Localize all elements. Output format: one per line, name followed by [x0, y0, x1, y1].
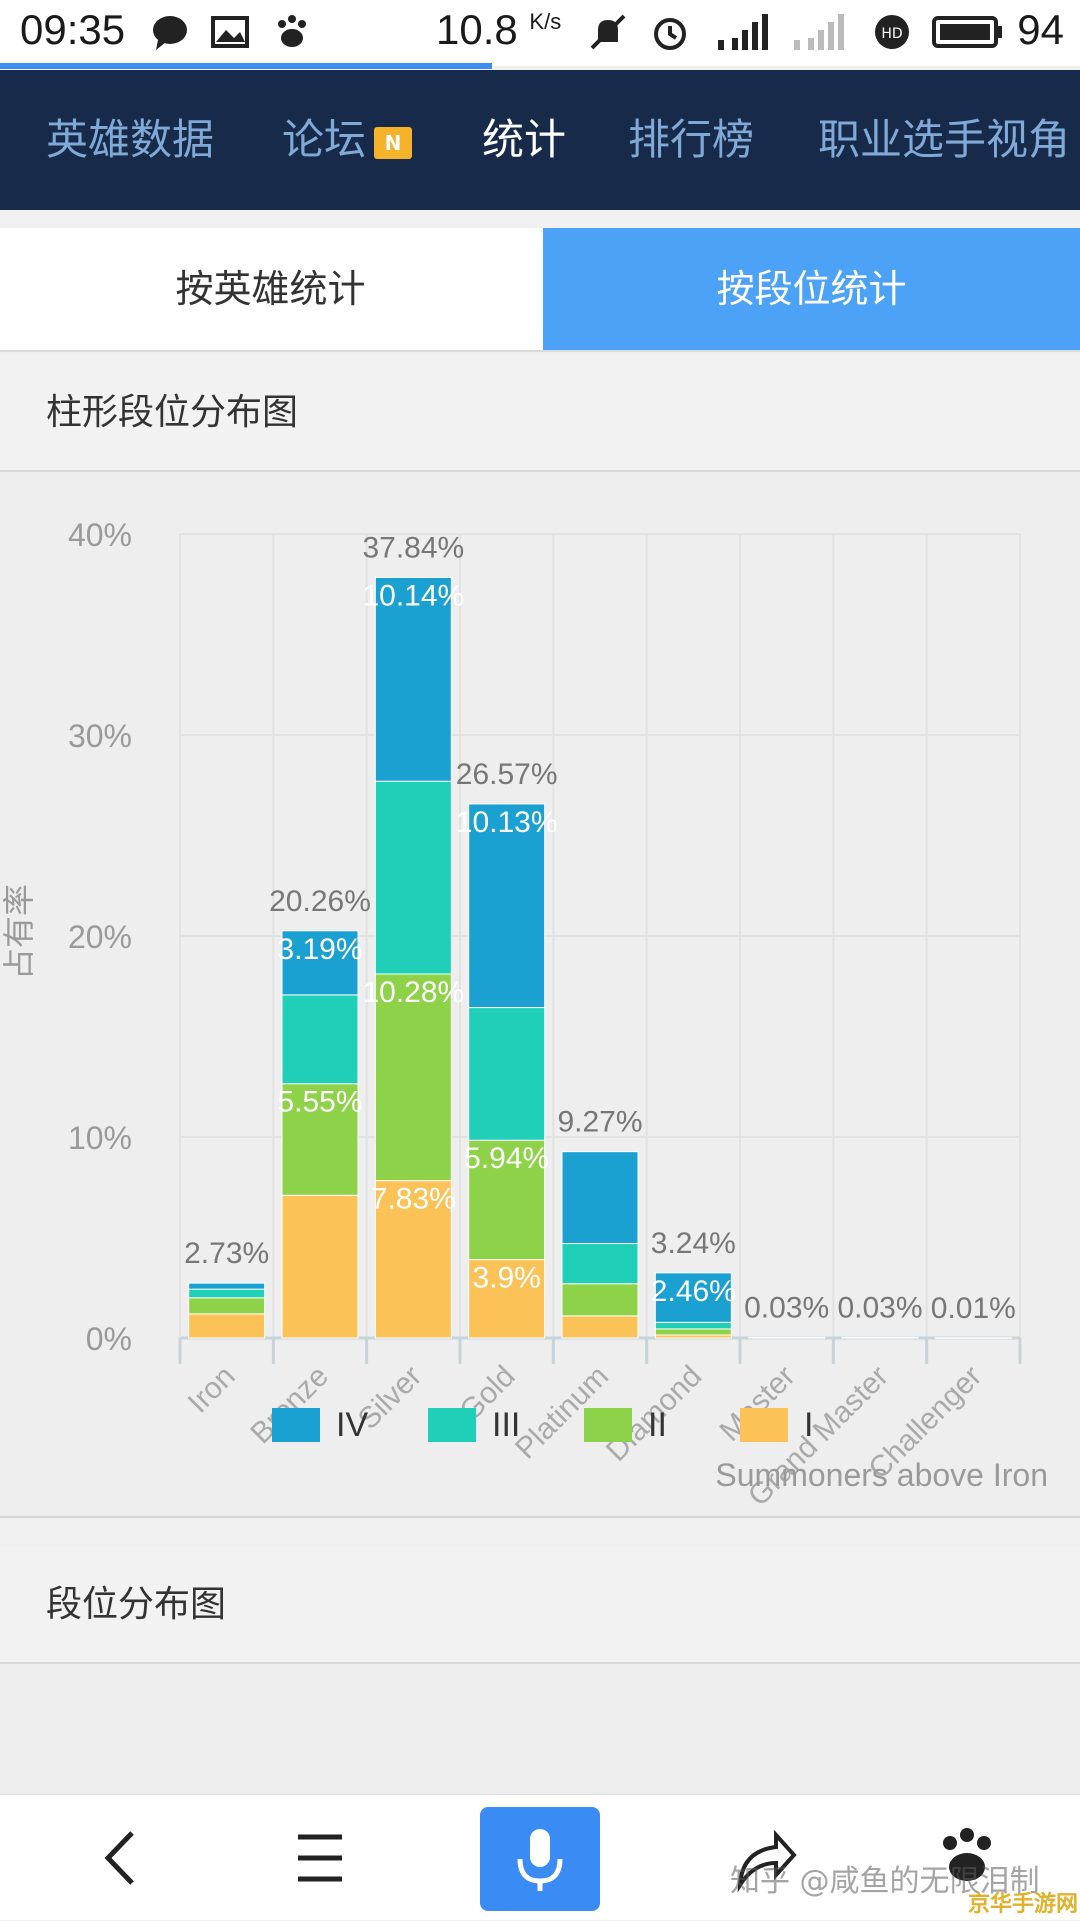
legend-swatch-I: [740, 1408, 788, 1442]
bar-segment-III: [654, 1321, 732, 1330]
bar-segment-II: [468, 1139, 546, 1261]
message-icon: [153, 16, 187, 50]
tab-by-hero[interactable]: 按英雄统计: [0, 228, 541, 350]
nav-tab-pro-view[interactable]: 职业选手视角: [818, 115, 1071, 164]
segment-value-label: 5.94%: [464, 1142, 549, 1175]
legend-label: IV: [336, 1406, 368, 1444]
nav-tab-leaderboard[interactable]: 排行榜: [628, 115, 755, 164]
bar-segment-IV: [934, 1337, 1012, 1339]
total-value-label: 26.57%: [456, 758, 558, 791]
y-tick-label: 10%: [68, 1120, 132, 1156]
legend-swatch-II: [584, 1408, 632, 1442]
bar-chart-title: 柱形段位分布图: [0, 354, 1080, 472]
image-icon: [211, 16, 249, 48]
rank-bar-chart: 0% 10% 20% 30% 40% 占有率 2.73% Iron 5.55% 3.19% 20.2…: [0, 472, 1080, 1518]
bar-segment-IV: [188, 1282, 266, 1290]
bar-segment-IV: [468, 803, 546, 1009]
corner-logo: 京华手游网: [968, 1892, 1079, 1917]
microphone-icon: [517, 1829, 563, 1891]
battery-icon: [932, 16, 1002, 48]
total-value-label: 3.24%: [651, 1227, 736, 1260]
total-value-label: 0.01%: [931, 1292, 1016, 1325]
bottom-bar: [0, 1794, 1080, 1920]
network-speed: 10.8 K/s: [436, 6, 562, 53]
voice-button[interactable]: [480, 1807, 600, 1911]
segment-value-label: 3.9%: [472, 1262, 540, 1295]
bar-segment-I: [281, 1194, 359, 1339]
signal-4g-icon: [718, 14, 768, 50]
y-tick-label: 0%: [86, 1321, 132, 1357]
bar-segment-IV: [841, 1336, 919, 1339]
nav-tab-stats[interactable]: 统计: [482, 115, 567, 164]
bar-segment-I: [468, 1259, 546, 1339]
legend-swatch-IV: [272, 1408, 320, 1442]
tab-by-rank[interactable]: 按段位统计: [543, 228, 1080, 350]
bar-segment-I: [374, 1180, 452, 1339]
total-value-label: 2.73%: [184, 1237, 269, 1270]
paw-icon: [278, 15, 306, 47]
total-value-label: 9.27%: [557, 1106, 642, 1139]
top-nav: 英雄数据 论坛 N 统计 排行榜 职业选手视角: [0, 70, 1080, 210]
total-value-label: 0.03%: [744, 1291, 829, 1324]
total-value-label: 37.84%: [362, 531, 464, 564]
new-badge: N: [374, 126, 413, 159]
segment-value-label: 7.83%: [371, 1183, 456, 1216]
bar-segment-III: [374, 780, 452, 975]
bar-segment-I: [561, 1315, 639, 1339]
bar-segment-I: [188, 1313, 266, 1339]
distribution-title: 段位分布图: [0, 1546, 1080, 1664]
bar-segment-II: [188, 1297, 266, 1315]
nav-tab-forum[interactable]: 论坛 N: [282, 70, 413, 210]
chart-annotation: Summoners above Iron: [715, 1457, 1048, 1493]
total-value-label: 0.03%: [837, 1291, 922, 1324]
battery-level: 94: [1017, 6, 1064, 53]
chart-svg: 0% 10% 20% 30% 40% 占有率 2.73% Iron 5.55% 3.19% 20.2…: [0, 517, 1048, 1513]
bar-segment-II: [654, 1328, 732, 1336]
page-load-progress: [0, 63, 492, 69]
paw-app-icon[interactable]: [932, 1795, 1002, 1921]
nav-tab-hero-data[interactable]: 英雄数据: [46, 115, 215, 164]
back-icon[interactable]: [90, 1795, 150, 1921]
bar-segment-IV: [748, 1336, 826, 1339]
bar-segment-III: [188, 1288, 266, 1299]
y-tick-label: 20%: [68, 919, 132, 955]
segment-value-label: 10.28%: [362, 976, 464, 1009]
legend-label: III: [492, 1406, 520, 1444]
bar-segment-III: [281, 994, 359, 1085]
total-value-label: 20.26%: [269, 885, 371, 918]
legend-label: I: [804, 1406, 813, 1444]
svg-text:HD: HD: [881, 26, 902, 42]
mute-icon: [590, 14, 626, 50]
bar-segment-IV: [561, 1151, 639, 1245]
share-icon[interactable]: [730, 1795, 800, 1921]
segment-value-label: 10.13%: [456, 806, 558, 839]
y-tick-label: 40%: [68, 517, 132, 553]
bar-segment-II: [281, 1083, 359, 1196]
segment-value-label: 3.19%: [277, 933, 362, 966]
status-bar: 09:35 10.8 K/s HD 94: [0, 0, 1080, 66]
watermark: 知乎 @咸鱼的无限泪制: [730, 1864, 1040, 1899]
y-tick-label: 30%: [68, 718, 132, 754]
bar-segment-IV: [654, 1272, 732, 1323]
stat-mode-tabs: 按英雄统计 按段位统计: [0, 228, 1080, 352]
distribution-area: [0, 1664, 1080, 1794]
status-time: 09:35: [20, 6, 126, 53]
x-tick-label: Iron: [182, 1360, 242, 1420]
alarm-icon: [654, 18, 686, 50]
signal-empty-icon: [794, 14, 844, 50]
bar-segment-II: [374, 973, 452, 1182]
menu-icon[interactable]: [290, 1795, 350, 1921]
bar-segment-III: [468, 1007, 546, 1141]
y-axis-label: 占有率: [0, 884, 38, 980]
hd-icon: HD: [875, 15, 909, 49]
segment-value-label: 2.46%: [651, 1275, 736, 1308]
bar-segment-IV: [374, 576, 452, 782]
legend-swatch-III: [428, 1408, 476, 1442]
bar-segment-IV: [281, 930, 359, 996]
bar-segment-III: [561, 1243, 639, 1285]
segment-value-label: 5.55%: [277, 1086, 362, 1119]
bar-segment-II: [561, 1283, 639, 1317]
legend-label: II: [648, 1406, 667, 1444]
segment-value-label: 10.14%: [362, 579, 464, 612]
